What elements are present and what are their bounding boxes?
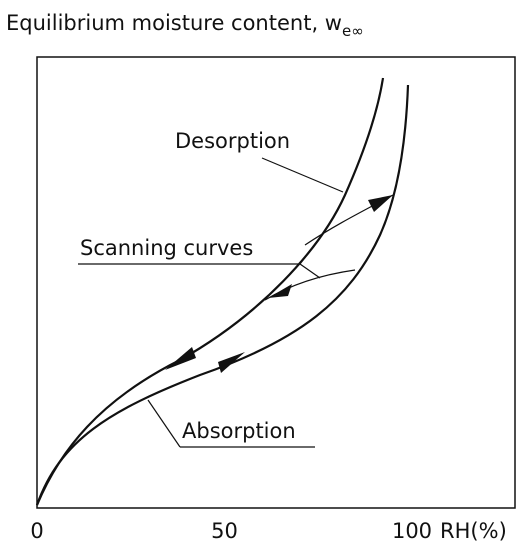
arrow (268, 284, 292, 298)
leader (299, 263, 321, 279)
x-tick-label: 50 (211, 519, 238, 543)
leader (299, 239, 319, 265)
x-axis-label: RH(%) (440, 519, 507, 543)
leader (147, 399, 181, 448)
absorption-label: Absorption (182, 419, 296, 443)
x-tick-label: 0 (30, 519, 43, 543)
arrow (165, 347, 196, 370)
title-text: Equilibrium moisture content, w (6, 11, 342, 35)
title-subscript: e∞ (342, 22, 364, 40)
arrow (368, 195, 393, 212)
x-tick-label: 100 (392, 519, 432, 543)
leader (261, 157, 344, 193)
scanning-label: Scanning curves (80, 236, 253, 260)
absorption-curve (35, 84, 410, 506)
desorption-curve (35, 77, 385, 506)
title: Equilibrium moisture content, we∞ (6, 11, 364, 40)
arrow (218, 352, 245, 373)
desorption-label: Desorption (175, 129, 290, 153)
frame (36, 56, 516, 509)
